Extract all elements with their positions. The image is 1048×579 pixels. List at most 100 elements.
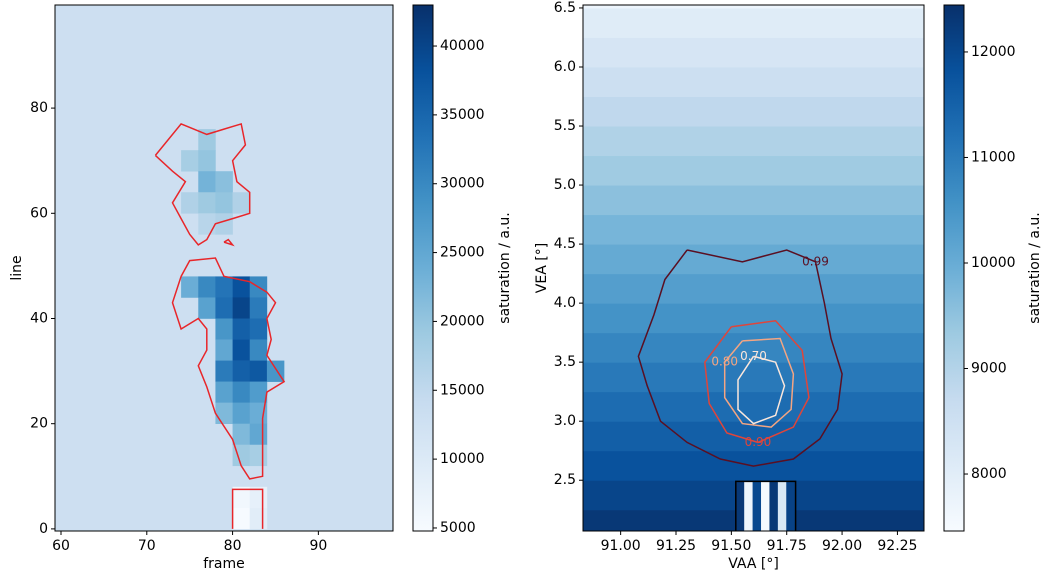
- heatmap-row: [583, 362, 924, 393]
- heatmap-row: [583, 155, 924, 186]
- heatmap-row: [583, 37, 924, 68]
- y-tick-label: 6.5: [554, 0, 576, 16]
- colorbar-tick-label: 10000: [971, 255, 1016, 271]
- axes-frame: [54, 4, 394, 532]
- colorbar-tick-label: 10000: [440, 451, 485, 467]
- heatmap-cell: [215, 318, 233, 340]
- x-tick-label: 91.25: [656, 538, 696, 554]
- heatmap-cell: [735, 481, 745, 531]
- heatmap-cell: [249, 360, 268, 382]
- heatmap-cell: [215, 402, 233, 424]
- contour-line: [723, 337, 795, 428]
- heatmap-row: [583, 66, 924, 98]
- heatmap-cell: [232, 318, 251, 340]
- contour-line: [231, 488, 264, 529]
- heatmap-cell: [181, 150, 199, 172]
- colorbar-label: saturation / a.u.: [497, 212, 513, 323]
- heatmap-cell: [232, 381, 251, 403]
- contour-label: 0.70: [740, 349, 767, 363]
- contour-line: [704, 320, 810, 444]
- y-tick-label: 40: [30, 310, 48, 326]
- heatmap-cell: [249, 423, 268, 446]
- heatmap-cell: [769, 481, 779, 531]
- colorbar-tick-label: 40000: [440, 38, 485, 54]
- heatmap-cell: [232, 297, 251, 319]
- heatmap-cell: [232, 486, 251, 509]
- heatmap-cell: [249, 318, 268, 340]
- x-tick-label: 90: [309, 538, 327, 554]
- colorbar-tick-label: 5000: [440, 520, 476, 536]
- contour-label: 0.90: [745, 435, 772, 449]
- colorbar-tick-label: 9000: [971, 361, 1007, 377]
- heatmap-cell: [232, 276, 251, 298]
- heatmap-cell: [249, 339, 268, 361]
- heatmap-cell: [198, 171, 216, 193]
- contour-line: [637, 249, 843, 467]
- y-tick-label: 6.0: [554, 59, 576, 75]
- heatmap-row: [583, 5, 924, 9]
- contour-line: [737, 355, 786, 425]
- y-tick-label: 3.0: [554, 413, 576, 429]
- colorbar-tick-label: 35000: [440, 107, 485, 123]
- y-axis-label: VEA [°]: [534, 243, 550, 293]
- heatmap-cell: [777, 481, 787, 531]
- y-tick-label: 4.5: [554, 236, 576, 252]
- colorbar: [412, 4, 434, 532]
- heatmap-cell: [215, 360, 233, 382]
- heatmap-cell: [761, 481, 770, 531]
- heatmap-cell: [215, 171, 233, 193]
- colorbar-tick-label: 8000: [971, 466, 1007, 482]
- heatmap-cell: [198, 276, 216, 298]
- x-tick-label: 91.00: [601, 538, 641, 554]
- plot-area: [55, 5, 393, 531]
- heatmap-row: [583, 214, 924, 245]
- heatmap-row: [583, 273, 924, 304]
- heatmap-cell: [215, 276, 233, 298]
- contour-line: [171, 257, 286, 480]
- y-tick-label: 3.5: [554, 354, 576, 370]
- heatmap-cell: [181, 192, 199, 214]
- contour-label: 0.99: [802, 254, 829, 268]
- heatmap-cell: [232, 444, 251, 467]
- heatmap-cell: [752, 481, 762, 531]
- colorbar-tick-label: 11000: [971, 149, 1016, 165]
- y-tick-label: 2.5: [554, 472, 576, 488]
- heatmap-cell: [198, 213, 216, 235]
- x-axis-label: VAA [°]: [728, 556, 779, 572]
- y-tick-label: 5.5: [554, 118, 576, 134]
- heatmap-cell: [744, 481, 753, 531]
- colorbar-tick-label: 30000: [440, 176, 485, 192]
- colorbar-tick-label: 12000: [971, 44, 1016, 60]
- heatmap-cell: [232, 402, 251, 424]
- x-tick-label: 92.25: [877, 538, 917, 554]
- x-tick-label: 70: [138, 538, 156, 554]
- colorbar-tick-label: 25000: [440, 245, 485, 261]
- heatmap-cell: [198, 129, 216, 151]
- heatmap-cell: [232, 192, 251, 214]
- heatmap-row: [583, 96, 924, 127]
- heatmap-cell: [232, 339, 251, 361]
- plot-area: 0.99 0.90 0.80 0.70: [583, 5, 924, 531]
- contour-line: [154, 122, 251, 246]
- heatmap-cell: [249, 381, 268, 403]
- contour-line: [735, 480, 797, 531]
- y-tick-label: 60: [30, 205, 48, 221]
- y-tick-label: 4.0: [554, 295, 576, 311]
- heatmap-row: [583, 303, 924, 334]
- y-tick-label: 80: [30, 100, 48, 116]
- heatmap-cell: [215, 297, 233, 319]
- heatmap-cell: [232, 507, 251, 530]
- heatmap-cell: [215, 381, 233, 403]
- heatmap-row: [583, 391, 924, 422]
- y-tick-label: 5.0: [554, 177, 576, 193]
- heatmap-cell: [198, 150, 216, 172]
- heatmap-cell: [215, 213, 233, 235]
- x-tick-label: 60: [52, 538, 70, 554]
- colorbar-tick-label: 15000: [440, 382, 485, 398]
- contour-line: [223, 238, 235, 247]
- colorbar: [943, 4, 965, 532]
- x-tick-label: 80: [224, 538, 242, 554]
- heatmap-cell: [232, 423, 251, 446]
- x-tick-label: 91.75: [767, 538, 807, 554]
